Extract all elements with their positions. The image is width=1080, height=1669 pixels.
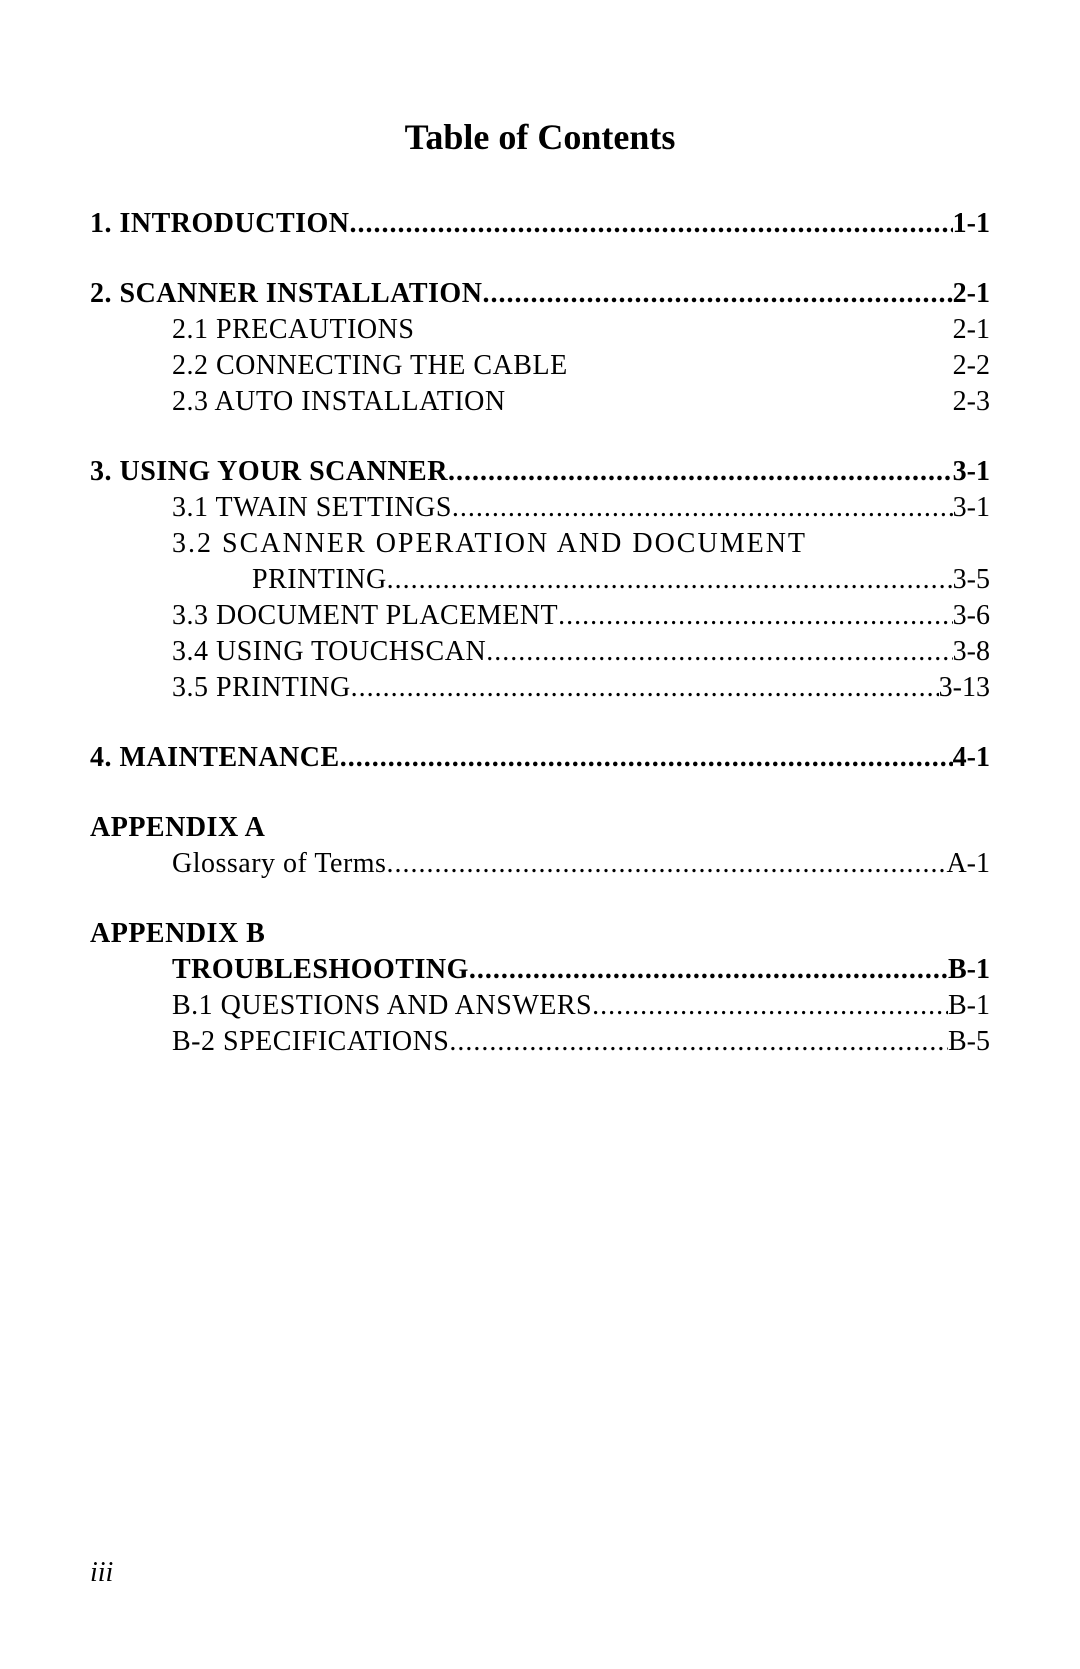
toc-entry-label: 3.3 DOCUMENT PLACEMENT <box>172 602 558 630</box>
toc-leader-dots <box>350 210 953 238</box>
toc-entry-label: 2. SCANNER INSTALLATION <box>90 280 482 308</box>
toc-list: 1. INTRODUCTION 1-1 2. SCANNER INSTALLATIO… <box>90 210 990 1056</box>
toc-entry: B.1 QUESTIONS AND ANSWERS B-1 <box>90 992 990 1020</box>
toc-entry-page: 3-8 <box>953 638 990 666</box>
toc-entry-page: 2-1 <box>953 316 990 344</box>
toc-leader-dots <box>452 494 953 522</box>
toc-entry-label: 3.5 PRINTING <box>172 674 351 702</box>
toc-entry-page: B-1 <box>948 992 990 1020</box>
toc-entry-page: 1-1 <box>953 210 990 238</box>
toc-entry: 2.3 AUTO INSTALLATION 2-3 <box>90 388 990 416</box>
toc-entry: 3. USING YOUR SCANNER 3-1 <box>90 458 990 486</box>
toc-entry-page: 4-1 <box>953 744 990 772</box>
toc-entry: APPENDIX A <box>90 814 990 842</box>
toc-entry-page: 3-13 <box>939 674 990 702</box>
toc-entry-label: 2.3 AUTO INSTALLATION <box>172 388 506 416</box>
toc-entry-label: 2.2 CONNECTING THE CABLE <box>172 352 568 380</box>
toc-leader-dots <box>387 566 953 594</box>
toc-entry-page: 3-1 <box>953 494 990 522</box>
toc-leader-dots <box>482 280 952 308</box>
toc-entry-page: 3-1 <box>953 458 990 486</box>
toc-entry-page: 2-2 <box>953 352 990 380</box>
toc-entry-label: B.1 QUESTIONS AND ANSWERS <box>172 992 592 1020</box>
toc-entry-label: Glossary of Terms <box>172 850 386 878</box>
toc-entry-page: 2-1 <box>953 280 990 308</box>
toc-entry: 3.4 USING TOUCHSCAN 3-8 <box>90 638 990 666</box>
toc-entry: 3.1 TWAIN SETTINGS 3-1 <box>90 494 990 522</box>
toc-leader-dots <box>448 458 953 486</box>
toc-leader-dots <box>558 602 953 630</box>
toc-entry: Glossary of Terms A-1 <box>90 850 990 878</box>
toc-entry: 3.5 PRINTING 3-13 <box>90 674 990 702</box>
toc-entry: PRINTING 3-5 <box>90 566 990 594</box>
toc-entry-page: 3-5 <box>953 566 990 594</box>
toc-entry: 2.2 CONNECTING THE CABLE 2-2 <box>90 352 990 380</box>
toc-leader-dots <box>340 744 953 772</box>
toc-entry-label: PRINTING <box>252 566 387 594</box>
page-number: iii <box>90 1557 113 1589</box>
toc-entry: 3.2 SCANNER OPERATION AND DOCUMENT <box>90 530 990 558</box>
toc-entry-label: B-2 SPECIFICATIONS <box>172 1028 449 1056</box>
toc-entry: 3.3 DOCUMENT PLACEMENT 3-6 <box>90 602 990 630</box>
toc-entry: 2.1 PRECAUTIONS 2-1 <box>90 316 990 344</box>
toc-entry: 2. SCANNER INSTALLATION 2-1 <box>90 280 990 308</box>
toc-leader-dots <box>351 674 939 702</box>
toc-entry-page: 3-6 <box>953 602 990 630</box>
toc-entry-page: A-1 <box>946 850 990 878</box>
toc-leader-dots <box>386 850 946 878</box>
toc-entry-page: B-1 <box>948 956 990 984</box>
toc-entry: APPENDIX B <box>90 920 990 948</box>
toc-entry-label: 3.4 USING TOUCHSCAN <box>172 638 486 666</box>
toc-title: Table of Contents <box>90 116 990 158</box>
toc-leader-dots <box>592 992 948 1020</box>
toc-entry: 4. MAINTENANCE 4-1 <box>90 744 990 772</box>
toc-entry-label: 3.2 SCANNER OPERATION AND DOCUMENT <box>172 530 807 558</box>
toc-entry-label: APPENDIX A <box>90 814 265 842</box>
toc-entry: 1. INTRODUCTION 1-1 <box>90 210 990 238</box>
toc-entry-label: 1. INTRODUCTION <box>90 210 350 238</box>
toc-entry-page: B-5 <box>948 1028 990 1056</box>
toc-leader-dots <box>449 1028 948 1056</box>
toc-entry-label: 3. USING YOUR SCANNER <box>90 458 448 486</box>
document-page: Table of Contents 1. INTRODUCTION 1-1 2. S… <box>0 0 1080 1056</box>
toc-entry-label: TROUBLESHOOTING <box>172 956 469 984</box>
toc-entry-label: APPENDIX B <box>90 920 265 948</box>
toc-entry: B-2 SPECIFICATIONS B-5 <box>90 1028 990 1056</box>
toc-leader-dots <box>486 638 952 666</box>
toc-entry-label: 3.1 TWAIN SETTINGS <box>172 494 452 522</box>
toc-entry-label: 2.1 PRECAUTIONS <box>172 316 414 344</box>
toc-entry-label: 4. MAINTENANCE <box>90 744 340 772</box>
toc-entry: TROUBLESHOOTING B-1 <box>90 956 990 984</box>
toc-leader-dots <box>469 956 948 984</box>
toc-entry-page: 2-3 <box>953 388 990 416</box>
